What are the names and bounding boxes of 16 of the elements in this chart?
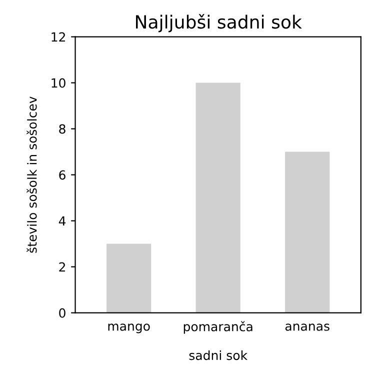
chart-title: Najljubši sadni sok	[136, 14, 302, 32]
y-tick-label: 6	[59, 170, 66, 180]
bar	[106, 244, 152, 313]
bar	[285, 152, 330, 313]
y-tick-label: 4	[58, 216, 66, 226]
y-tick-label: 8	[59, 124, 66, 134]
x-tick-label: mango	[108, 324, 150, 334]
y-tick-label: 12	[52, 32, 65, 42]
y-tick-label: 0	[59, 308, 66, 318]
x-tick-label: ananas	[285, 324, 330, 331]
y-tick-label: 2	[59, 262, 65, 272]
y-axis-title: število sošolk in sošolcev	[26, 96, 37, 253]
x-axis-title: sadni sok	[189, 350, 248, 360]
x-tick-label: pomaranča	[184, 321, 252, 334]
bar	[196, 82, 240, 313]
y-tick-label: 10	[52, 78, 66, 88]
